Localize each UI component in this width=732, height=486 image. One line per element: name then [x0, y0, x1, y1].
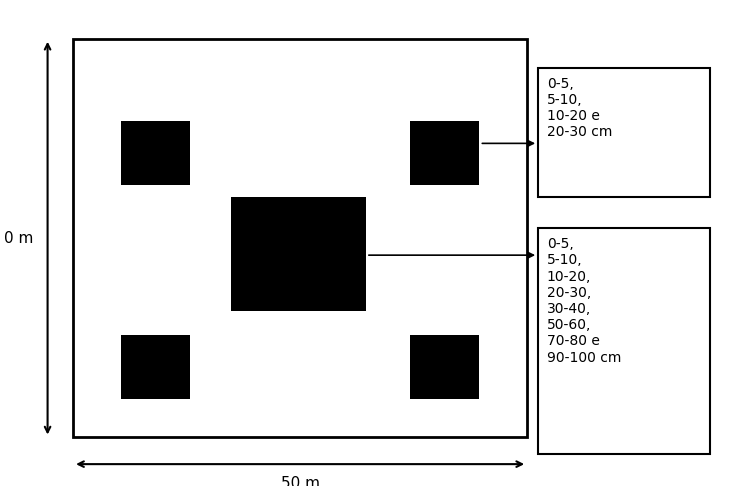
Text: 0-5,
5-10,
10-20,
20-30,
30-40,
50-60,
70-80 e
90-100 cm: 0-5, 5-10, 10-20, 20-30, 30-40, 50-60, 7…: [547, 237, 621, 364]
Text: 50 m: 50 m: [280, 476, 320, 486]
Text: 0 m: 0 m: [4, 231, 33, 245]
Text: 0-5,
5-10,
10-20 e
20-30 cm: 0-5, 5-10, 10-20 e 20-30 cm: [547, 77, 612, 139]
